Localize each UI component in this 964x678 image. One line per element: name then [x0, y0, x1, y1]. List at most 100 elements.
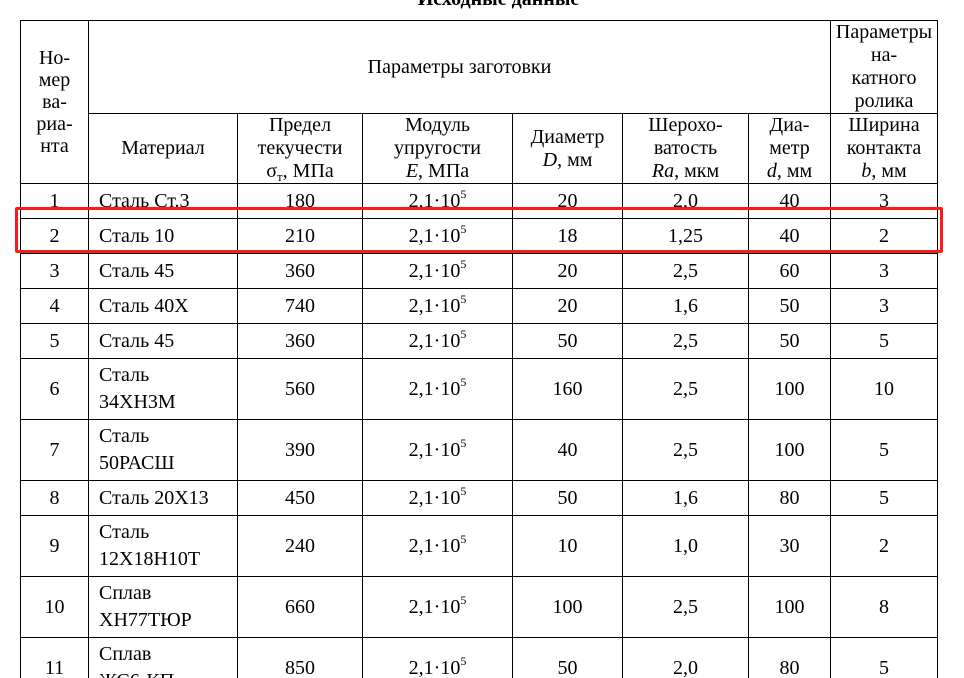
material-cell: Сплав ХН77ТЮР: [88, 576, 238, 638]
modulus-exp: 5: [460, 291, 467, 306]
material-line: 12Х18Н10Т: [99, 548, 201, 570]
variant-header: Но-мер ва-риа-нта: [20, 20, 89, 184]
header-line: Но-: [38, 47, 71, 69]
subscript: т: [276, 169, 283, 184]
table-row: 5 Сталь 45 360 2,1·105 50 2,5 50 5: [20, 323, 938, 359]
yield-cell: 360: [237, 323, 363, 359]
symbol: d: [766, 160, 777, 182]
unit: , МПа: [418, 160, 470, 182]
material-line: 34ХН3М: [99, 391, 176, 413]
material-line: Сталь: [99, 364, 150, 386]
material-line: 50РАСШ: [99, 452, 175, 474]
group-header: Параметры на-катного ролика: [830, 20, 938, 114]
header-line: Диаметр: [530, 125, 605, 148]
column-header: Модуль упругости E, МПа: [362, 113, 513, 184]
header-line: D, мм: [515, 149, 620, 172]
material-cell: Сталь 45: [88, 323, 238, 359]
roller-diameter-cell: 100: [748, 576, 831, 638]
header-row: Но-мер ва-риа-нта Параметры заготовки Парам…: [20, 20, 938, 184]
no-cell: 5: [20, 323, 89, 359]
material-cell: Сталь 40Х: [88, 288, 238, 324]
roller-diameter-cell: 40: [748, 218, 831, 254]
contact-width-cell: 5: [830, 637, 938, 678]
modulus-cell: 2,1·105: [362, 288, 513, 324]
contact-width-cell: 2: [830, 515, 938, 577]
no-cell: 9: [20, 515, 89, 577]
material-cell: Сплав ЖС6-КП: [88, 637, 238, 678]
yield-cell: 560: [237, 358, 363, 420]
symbol: b: [861, 160, 872, 182]
roller-diameter-cell: 100: [748, 419, 831, 481]
contact-width-cell: 3: [830, 253, 938, 289]
modulus-cell: 2,1·105: [362, 218, 513, 254]
column-header: Диа-метр d, мм: [748, 113, 831, 184]
table-row: 3 Сталь 45 360 2,1·105 20 2,5 60 3: [20, 253, 938, 289]
modulus-cell: 2,1·105: [362, 515, 513, 577]
modulus-cell: 2,1·105: [362, 419, 513, 481]
modulus-base: 2,1·10: [408, 377, 461, 400]
column-header: Ширина контакта b, мм: [830, 113, 938, 184]
modulus-cell: 2,1·105: [362, 637, 513, 678]
material-cell: Сталь 45: [88, 253, 238, 289]
header-line: b, мм: [833, 160, 935, 183]
modulus-exp: 5: [460, 531, 467, 546]
header-line: Ra, мкм: [625, 160, 746, 183]
roller-diameter-cell: 50: [748, 323, 831, 359]
diameter-cell: 50: [512, 637, 623, 678]
unit: , мм: [871, 160, 907, 182]
symbol: Ra: [651, 160, 675, 182]
header-line: метр: [769, 137, 810, 159]
symbol: E: [405, 160, 419, 182]
header-line: Ширина: [848, 114, 920, 136]
modulus-exp: 5: [460, 374, 467, 389]
diameter-cell: 50: [512, 480, 623, 516]
modulus-exp: 5: [460, 256, 467, 271]
roller-diameter-cell: 80: [748, 637, 831, 678]
no-cell: 4: [20, 288, 89, 324]
no-cell: 6: [20, 358, 89, 420]
header-line: Материал: [121, 137, 205, 159]
header-line: ва-: [42, 91, 67, 113]
group-header: Параметры заготовки: [88, 20, 831, 114]
material-line: Сталь 40Х: [99, 294, 189, 317]
header-line: E, МПа: [365, 160, 510, 183]
modulus-exp: 5: [460, 186, 467, 201]
column-header: Материал: [88, 113, 238, 184]
roller-diameter-cell: 30: [748, 515, 831, 577]
modulus-cell: 2,1·105: [362, 358, 513, 420]
table-row: 8 Сталь 20Х13 450 2,1·105 50 1,6 80 5: [20, 480, 938, 516]
diameter-cell: 20: [512, 183, 623, 219]
yield-cell: 450: [237, 480, 363, 516]
roller-diameter-cell: 40: [748, 183, 831, 219]
material-line: Сталь 45: [99, 259, 175, 282]
no-cell: 11: [20, 637, 89, 678]
no-cell: 1: [20, 183, 89, 219]
unit: , мкм: [674, 160, 720, 182]
material-line: Сталь 20Х13: [99, 486, 209, 509]
material-cell: Сталь 12Х18Н10Т: [88, 515, 238, 577]
roughness-cell: 2,5: [622, 576, 749, 638]
contact-width-cell: 5: [830, 480, 938, 516]
diameter-cell: 20: [512, 253, 623, 289]
roughness-cell: 2,0: [622, 183, 749, 219]
diameter-cell: 20: [512, 288, 623, 324]
diameter-cell: 18: [512, 218, 623, 254]
roughness-cell: 2,5: [622, 323, 749, 359]
modulus-exp: 5: [460, 592, 467, 607]
yield-cell: 210: [237, 218, 363, 254]
roughness-cell: 1,6: [622, 288, 749, 324]
no-cell: 10: [20, 576, 89, 638]
roller-diameter-cell: 60: [748, 253, 831, 289]
table-row: 6 Сталь 34ХН3М 560 2,1·105 160 2,5 100 10: [20, 358, 938, 420]
title: Исходные данные: [20, 0, 964, 11]
yield-cell: 180: [237, 183, 363, 219]
roughness-cell: 2,0: [622, 637, 749, 678]
roughness-cell: 2,5: [622, 419, 749, 481]
header-line: контакта: [846, 137, 922, 159]
roughness-cell: 2,5: [622, 253, 749, 289]
no-cell: 3: [20, 253, 89, 289]
symbol: D: [542, 148, 558, 171]
unit: , МПа: [282, 160, 334, 182]
